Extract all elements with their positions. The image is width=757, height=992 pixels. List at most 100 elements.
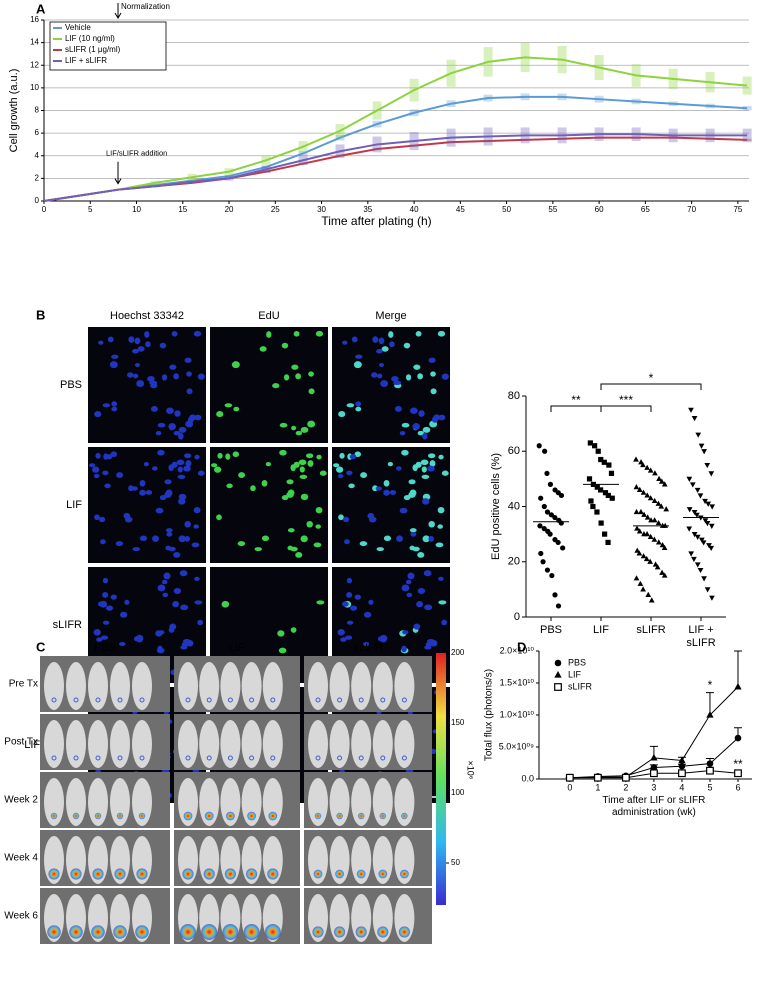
nucleus	[344, 635, 353, 640]
nucleus	[238, 472, 246, 479]
nucleus	[354, 594, 361, 600]
marker	[634, 525, 640, 531]
mouse	[372, 720, 393, 768]
marker	[734, 682, 742, 690]
marker	[633, 575, 640, 581]
signal	[183, 811, 193, 821]
significance: *	[649, 371, 654, 385]
nucleus	[415, 330, 422, 337]
mouse-image	[304, 772, 432, 828]
nucleus	[132, 348, 139, 354]
y-tick-label: 10	[30, 83, 39, 92]
nucleus	[93, 629, 101, 636]
nucleus	[144, 331, 150, 338]
nucleus	[406, 592, 413, 598]
x-tick-label: 3	[651, 782, 656, 792]
y-tick-label: 8	[35, 106, 40, 115]
mouse	[178, 662, 198, 710]
signal	[335, 869, 344, 879]
nucleus	[102, 470, 109, 476]
annotation: LIF/sLIFR addition	[106, 149, 167, 158]
marker	[697, 493, 704, 499]
signal	[355, 926, 367, 938]
nucleus	[338, 514, 344, 521]
mouse-image	[304, 888, 432, 944]
signal	[47, 925, 61, 939]
marker	[706, 711, 714, 718]
nucleus	[346, 620, 354, 625]
y-tick-label: 14	[30, 38, 39, 47]
marker	[648, 517, 654, 523]
nucleus	[185, 460, 192, 467]
marker	[678, 762, 686, 770]
marker	[594, 509, 600, 515]
nucleus	[165, 489, 173, 497]
signal	[139, 755, 145, 761]
nucleus	[359, 541, 368, 547]
marker	[661, 481, 668, 487]
x-tick-label: 60	[595, 205, 604, 214]
nucleus	[100, 635, 109, 640]
nucleus	[134, 337, 141, 345]
nucleus	[360, 472, 368, 479]
nucleus	[413, 364, 421, 370]
marker	[689, 482, 696, 488]
nucleus	[417, 588, 426, 595]
mouse	[44, 662, 64, 710]
signal	[264, 924, 281, 940]
marker	[702, 518, 709, 524]
signal	[398, 926, 410, 938]
nucleus	[299, 474, 308, 479]
nucleus	[300, 426, 309, 433]
nucleus	[394, 406, 402, 412]
signal	[243, 924, 260, 940]
nucleus	[184, 357, 192, 363]
x-tick-label: 45	[456, 205, 465, 214]
nucleus	[409, 528, 417, 533]
nucleus	[277, 630, 285, 637]
y-axis-label: Cell growth (a.u.)	[8, 69, 20, 153]
mouse	[220, 662, 241, 710]
nucleus	[193, 507, 201, 514]
nucleus	[316, 454, 322, 460]
signal	[48, 868, 60, 880]
signal	[380, 697, 386, 703]
nucleus	[150, 406, 158, 412]
nucleus	[279, 449, 287, 456]
marker	[708, 471, 715, 477]
mouse-image	[40, 772, 170, 828]
nucleus	[363, 611, 372, 618]
nucleus	[341, 601, 349, 607]
nucleus	[371, 372, 378, 378]
nucleus	[133, 373, 139, 379]
nucleus	[127, 372, 134, 378]
y-tick-label: 60	[508, 445, 520, 457]
nucleus	[417, 430, 425, 436]
panel-label: D	[517, 639, 526, 654]
legend-label: LIF	[568, 669, 582, 679]
nucleus	[399, 430, 406, 436]
nucleus	[348, 483, 355, 489]
x-tick-label: 4	[679, 782, 684, 792]
nucleus	[409, 407, 418, 414]
signal	[400, 869, 409, 879]
panel-label: C	[36, 639, 46, 654]
marker	[554, 683, 562, 691]
nucleus	[226, 483, 233, 489]
nucleus	[428, 357, 436, 363]
nucleus	[111, 401, 118, 407]
nucleus	[393, 380, 402, 386]
nucleus	[178, 432, 184, 440]
marker	[605, 539, 611, 546]
nucleus	[377, 636, 384, 642]
nucleus	[217, 452, 223, 459]
nucleus	[319, 470, 327, 476]
nucleus	[197, 470, 205, 476]
nucleus	[423, 570, 432, 577]
annotation-arrow	[114, 3, 122, 19]
marker	[588, 498, 594, 504]
nucleus	[337, 629, 345, 636]
nucleus	[158, 630, 165, 635]
signal	[247, 811, 256, 821]
